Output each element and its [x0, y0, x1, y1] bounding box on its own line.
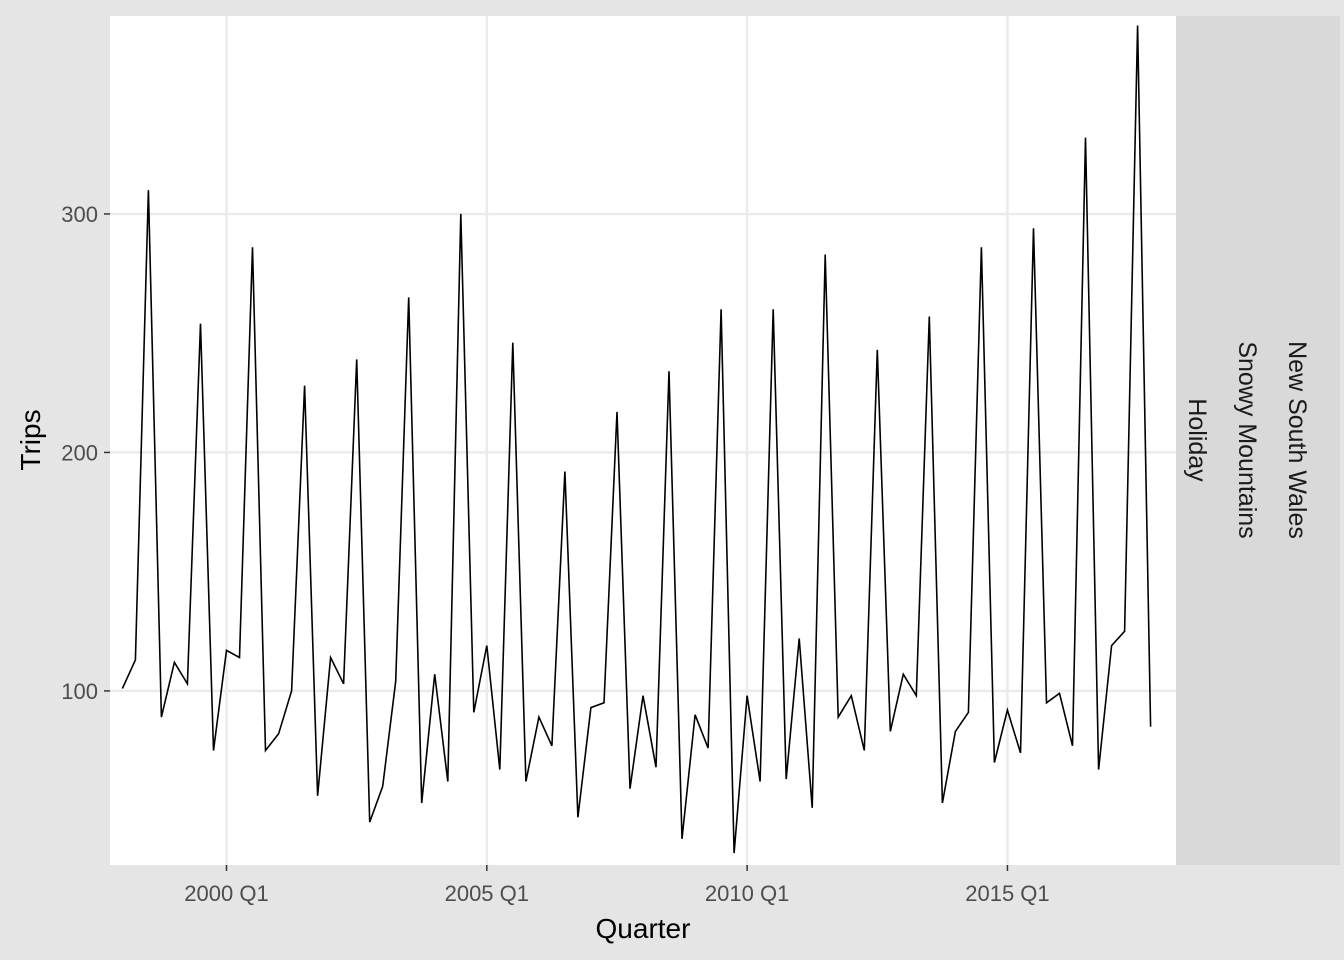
series-layer: [121, 25, 1152, 854]
facet-strip: [1176, 16, 1340, 865]
x-tick-label: 2010 Q1: [705, 881, 789, 906]
facet-strip-label: Holiday: [1183, 398, 1211, 482]
facet-strip-label: Snowy Mountains: [1233, 341, 1261, 538]
x-tick-label: 2000 Q1: [184, 881, 268, 906]
series-line: [121, 25, 1152, 854]
strip-labels: New South Wales Snowy Mountains Holiday: [1183, 341, 1311, 539]
x-tick-label: 2005 Q1: [445, 881, 529, 906]
axes: 2000 Q1 2005 Q1 2010 Q1 2015 Q1 100 200 300: [61, 202, 1049, 906]
panel-background: [110, 16, 1176, 865]
y-tick-label: 200: [61, 440, 98, 465]
x-tick-label: 2015 Q1: [965, 881, 1049, 906]
y-tick-label: 300: [61, 202, 98, 227]
facet-strip-label: New South Wales: [1283, 341, 1311, 539]
y-axis-title: Trips: [15, 409, 46, 470]
grid-lines: [110, 16, 1176, 865]
y-tick-label: 100: [61, 679, 98, 704]
x-axis-title: Quarter: [596, 913, 691, 944]
